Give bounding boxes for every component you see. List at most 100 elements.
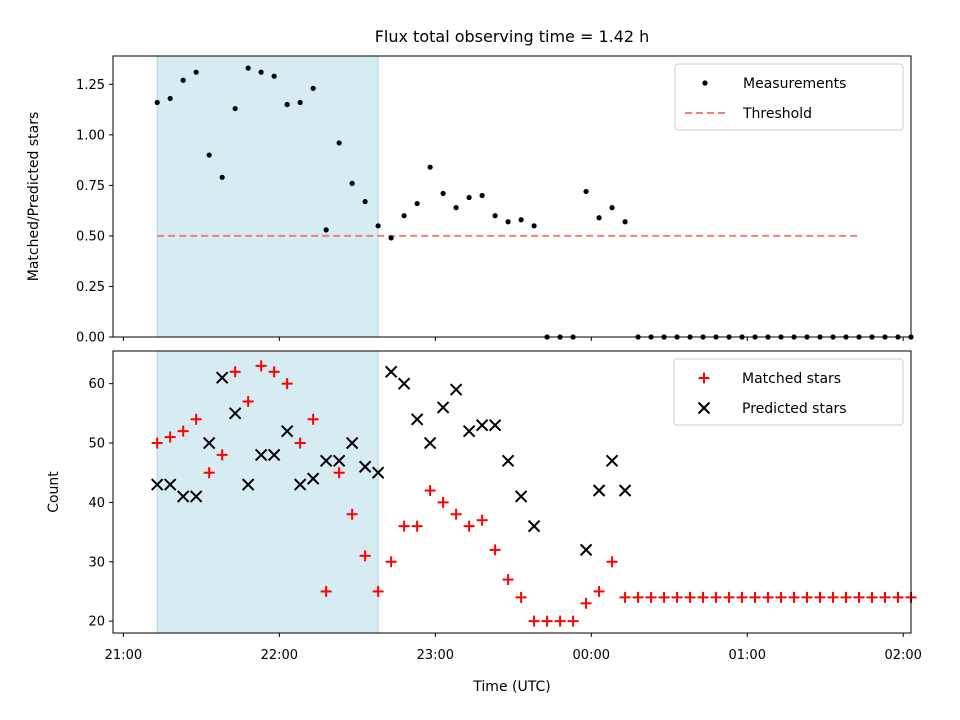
- data-point: [427, 164, 433, 170]
- data-point: [294, 437, 306, 449]
- data-point: [206, 152, 212, 158]
- data-point: [232, 105, 238, 112]
- y-tick-label: 0.50: [76, 229, 105, 244]
- data-point: [254, 448, 268, 462]
- data-point: [609, 205, 615, 211]
- data-point: [619, 591, 631, 603]
- data-point: [515, 591, 527, 603]
- data-point: [531, 223, 537, 229]
- y-tick-label: 30: [88, 555, 105, 570]
- data-point: [258, 69, 264, 75]
- data-point: [320, 585, 332, 597]
- data-point-b: [241, 478, 255, 491]
- data-point: [671, 591, 683, 603]
- data-point: [362, 198, 368, 205]
- data-point: [505, 219, 511, 225]
- data-point-b: [280, 424, 294, 438]
- data-point: [437, 496, 449, 508]
- data-point: [605, 454, 619, 468]
- data-point-b: [501, 454, 515, 468]
- data-point: [479, 192, 485, 199]
- x-tick-label: 22:00: [261, 648, 298, 663]
- data-point: [384, 365, 398, 378]
- data-point-b: [228, 407, 242, 420]
- data-point: [827, 591, 839, 603]
- data-point: [177, 425, 189, 437]
- data-point-b: [306, 472, 320, 485]
- y-tick-label: 20: [88, 615, 105, 630]
- data-point: [645, 591, 657, 603]
- data-point: [814, 591, 826, 603]
- legend-marker: [698, 372, 710, 384]
- data-point-b: [163, 478, 177, 491]
- data-point: [411, 520, 423, 532]
- chart-title: Flux total observing time = 1.42 h: [375, 27, 650, 46]
- data-point: [332, 454, 346, 468]
- data-point: [319, 454, 333, 468]
- legend-marker: [697, 401, 711, 415]
- data-point: [193, 69, 199, 75]
- data-point: [440, 190, 446, 197]
- data-point: [697, 591, 709, 603]
- data-point: [592, 484, 606, 497]
- data-point-b: [384, 365, 398, 378]
- data-point-b: [345, 436, 359, 450]
- data-point: [580, 597, 592, 609]
- data-point: [306, 472, 320, 485]
- data-point: [462, 424, 476, 438]
- data-point: [476, 514, 488, 526]
- data-point: [579, 543, 593, 557]
- data-point: [501, 454, 515, 468]
- legend-marker-b: [697, 401, 711, 415]
- bottom-series-predicted-stars: [150, 365, 632, 557]
- data-point: [284, 101, 290, 108]
- data-point: [527, 519, 541, 533]
- data-point: [567, 615, 579, 627]
- data-point: [488, 419, 502, 432]
- data-point-b: [475, 419, 489, 432]
- data-point: [216, 449, 228, 461]
- data-point: [436, 401, 450, 414]
- data-point: [202, 436, 216, 450]
- data-point-b: [449, 383, 463, 396]
- legend-marker: [702, 80, 708, 86]
- data-point: [450, 508, 462, 520]
- legend-box: [673, 358, 904, 426]
- data-point: [632, 591, 644, 603]
- top-observing-span: [156, 55, 379, 338]
- data-point: [414, 200, 420, 207]
- data-point: [245, 65, 251, 71]
- data-point: [424, 485, 436, 497]
- bottom-legend: Matched stars Predicted stars: [673, 358, 904, 426]
- data-point-b: [254, 448, 268, 462]
- data-point: [518, 217, 524, 223]
- top-axes-frame: [112, 55, 912, 338]
- legend-label: Measurements: [743, 76, 846, 92]
- data-point: [167, 95, 173, 102]
- data-point: [622, 219, 628, 225]
- data-point-b: [215, 371, 229, 384]
- data-point: [164, 431, 176, 443]
- data-point: [359, 550, 371, 562]
- data-point: [593, 585, 605, 597]
- data-point-b: [189, 490, 203, 503]
- data-point: [242, 395, 254, 407]
- y-tick-label: 50: [88, 437, 105, 452]
- data-point: [879, 591, 891, 603]
- data-point: [372, 585, 384, 597]
- data-point: [410, 413, 424, 426]
- data-point-b: [267, 448, 281, 462]
- data-point: [358, 460, 372, 473]
- data-point-b: [488, 419, 502, 432]
- data-point: [241, 478, 255, 491]
- data-point: [268, 366, 280, 378]
- data-point: [710, 591, 722, 603]
- data-point: [151, 437, 163, 449]
- data-point: [840, 591, 852, 603]
- data-point: [749, 591, 761, 603]
- data-point-b: [592, 484, 606, 497]
- data-point: [423, 436, 437, 450]
- data-point: [502, 574, 514, 586]
- data-point: [375, 223, 381, 229]
